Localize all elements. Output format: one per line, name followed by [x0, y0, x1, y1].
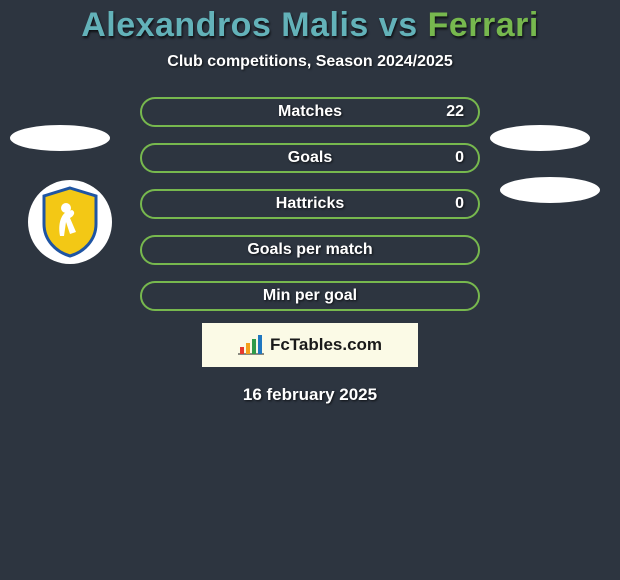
stat-label: Hattricks	[276, 195, 344, 213]
player2-name: Ferrari	[428, 6, 539, 44]
stat-label: Goals per match	[247, 241, 372, 259]
player1-name: Alexandros Malis	[81, 6, 369, 44]
club-badge	[28, 180, 112, 264]
page-title: Alexandros Malis vs Ferrari	[81, 6, 539, 45]
comparison-card: Alexandros Malis vs Ferrari Club competi…	[0, 0, 620, 580]
stat-label: Min per goal	[263, 287, 357, 305]
stat-row-matches: 0Matches22	[140, 97, 480, 127]
stat-label: Matches	[278, 103, 342, 121]
stat-value-right: 0	[442, 195, 464, 213]
stat-row-goals: 0Goals0	[140, 143, 480, 173]
stat-row-hattricks: 0Hattricks0	[140, 189, 480, 219]
date-label: 16 february 2025	[243, 385, 377, 405]
stat-row-min-per-goal: 0Min per goal	[140, 281, 480, 311]
decorative-ellipse	[10, 125, 110, 151]
vs-separator: vs	[369, 6, 428, 44]
stat-value-right: 22	[442, 103, 464, 121]
decorative-ellipse	[490, 125, 590, 151]
stat-value-right: 0	[442, 149, 464, 167]
fctables-logo: FcTables.com	[202, 323, 418, 367]
stat-label: Goals	[288, 149, 332, 167]
bars-icon	[238, 335, 264, 355]
logo-text: FcTables.com	[270, 335, 382, 355]
decorative-ellipse	[500, 177, 600, 203]
stat-row-goals-per-match: 0Goals per match	[140, 235, 480, 265]
subtitle: Club competitions, Season 2024/2025	[167, 53, 452, 71]
club-badge-icon	[40, 186, 100, 258]
